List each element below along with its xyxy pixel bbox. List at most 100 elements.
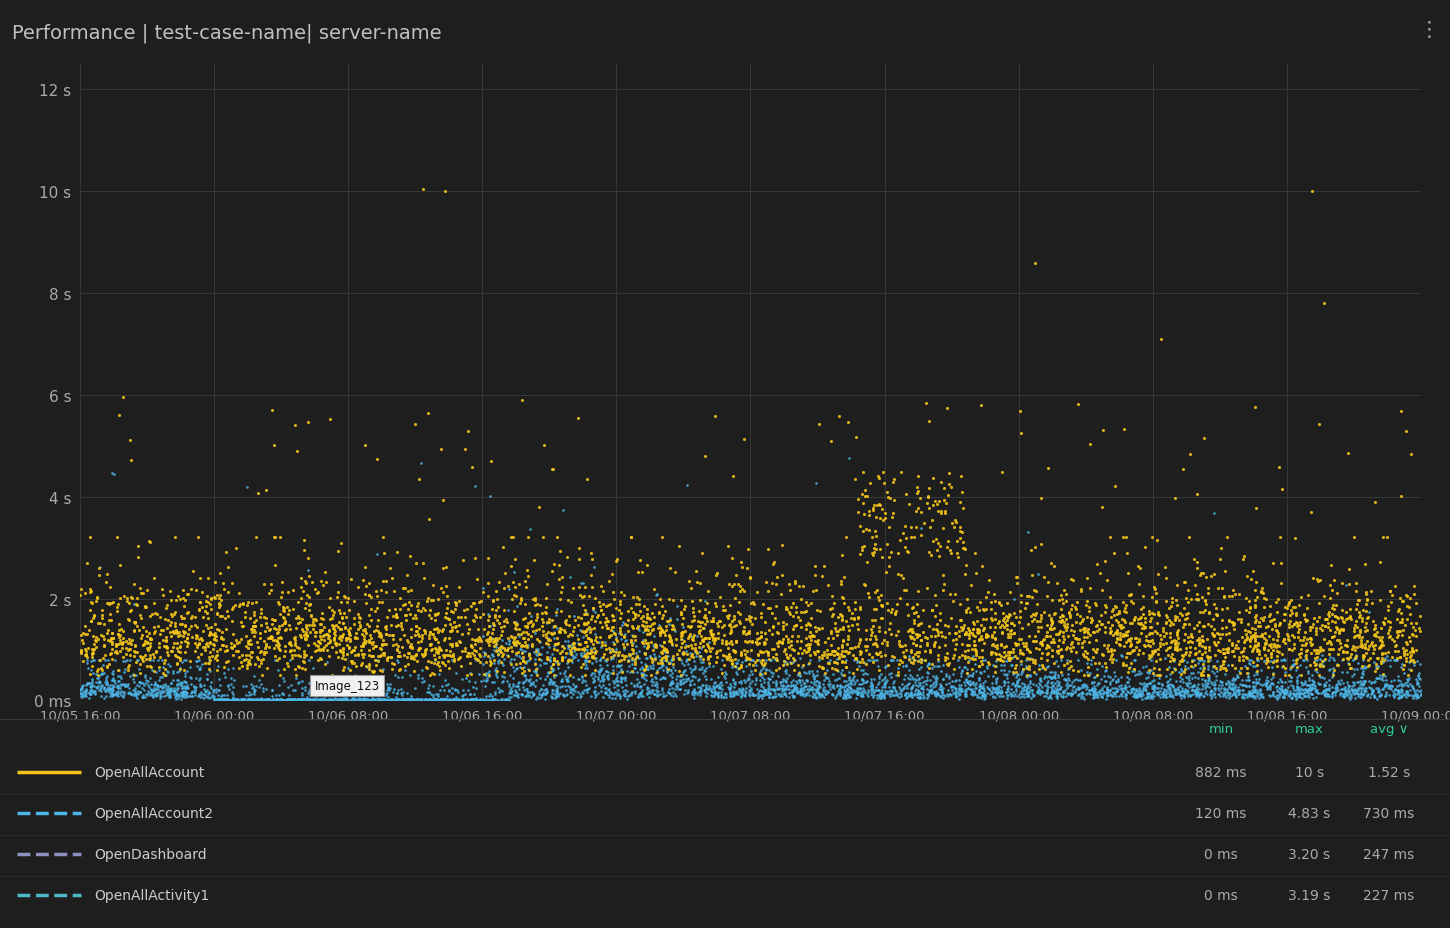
Point <box>1041 632 1064 647</box>
Point <box>628 644 651 659</box>
Point <box>834 689 857 703</box>
Point <box>718 682 741 697</box>
Point <box>190 647 213 662</box>
Point <box>270 586 293 600</box>
Point <box>967 671 990 686</box>
Point <box>380 693 403 708</box>
Point <box>967 650 990 664</box>
Point <box>1041 670 1064 685</box>
Point <box>112 665 135 680</box>
Point <box>1030 685 1053 700</box>
Point <box>90 684 113 699</box>
Point <box>740 570 763 585</box>
Point <box>584 635 608 650</box>
Point <box>405 692 428 707</box>
Point <box>890 655 914 670</box>
Point <box>568 623 592 638</box>
Point <box>655 663 679 677</box>
Point <box>1298 677 1321 692</box>
Point <box>1048 682 1072 697</box>
Point <box>312 578 335 593</box>
Point <box>1016 677 1040 692</box>
Point <box>1228 605 1251 620</box>
Point <box>754 631 777 646</box>
Point <box>576 631 599 646</box>
Point <box>587 596 610 611</box>
Point <box>496 674 519 689</box>
Point <box>673 634 696 649</box>
Point <box>1161 652 1185 667</box>
Point <box>973 687 996 702</box>
Point <box>410 628 434 643</box>
Point <box>573 640 596 655</box>
Point <box>1209 680 1232 695</box>
Point <box>570 646 593 661</box>
Point <box>1230 612 1253 626</box>
Point <box>1253 611 1276 625</box>
Point <box>1179 645 1202 660</box>
Point <box>906 645 929 660</box>
Point <box>355 660 378 675</box>
Point <box>216 678 239 693</box>
Point <box>196 606 219 621</box>
Point <box>912 603 935 618</box>
Point <box>970 690 993 704</box>
Point <box>242 608 265 623</box>
Point <box>628 679 651 694</box>
Point <box>477 632 500 647</box>
Point <box>357 692 380 707</box>
Text: OpenAllAccount: OpenAllAccount <box>94 765 204 780</box>
Point <box>1273 684 1296 699</box>
Point <box>139 639 162 654</box>
Point <box>652 649 676 664</box>
Point <box>1348 625 1372 639</box>
Point <box>693 685 716 700</box>
Point <box>1322 688 1346 702</box>
Point <box>225 692 248 707</box>
Point <box>1202 660 1225 675</box>
Point <box>477 619 500 634</box>
Point <box>1119 681 1143 696</box>
Point <box>1041 685 1064 700</box>
Point <box>1246 688 1269 702</box>
Point <box>1095 599 1118 614</box>
Point <box>806 621 829 636</box>
Point <box>1177 531 1201 546</box>
Point <box>290 612 313 626</box>
Point <box>1040 686 1063 701</box>
Point <box>687 683 710 698</box>
Point <box>605 644 628 659</box>
Point <box>341 693 364 708</box>
Point <box>799 652 822 667</box>
Point <box>806 633 829 648</box>
Point <box>1014 682 1037 697</box>
Point <box>1366 671 1389 686</box>
Point <box>1122 612 1146 626</box>
Point <box>1293 649 1317 664</box>
Point <box>183 644 206 659</box>
Point <box>725 665 748 680</box>
Point <box>709 613 732 628</box>
Point <box>874 565 898 580</box>
Point <box>1215 684 1238 699</box>
Point <box>1019 609 1043 624</box>
Point <box>360 649 383 664</box>
Point <box>986 615 1009 630</box>
Point <box>626 690 650 705</box>
Point <box>1019 683 1043 698</box>
Point <box>948 687 972 702</box>
Point <box>1399 648 1422 663</box>
Point <box>626 623 650 638</box>
Point <box>550 653 573 668</box>
Point <box>123 686 146 701</box>
Point <box>924 688 947 702</box>
Point <box>899 654 922 669</box>
Point <box>1364 628 1388 643</box>
Point <box>1131 599 1154 614</box>
Point <box>1177 680 1201 695</box>
Point <box>158 659 181 674</box>
Point <box>755 663 779 677</box>
Point <box>252 645 276 660</box>
Point <box>374 574 397 588</box>
Point <box>870 689 893 703</box>
